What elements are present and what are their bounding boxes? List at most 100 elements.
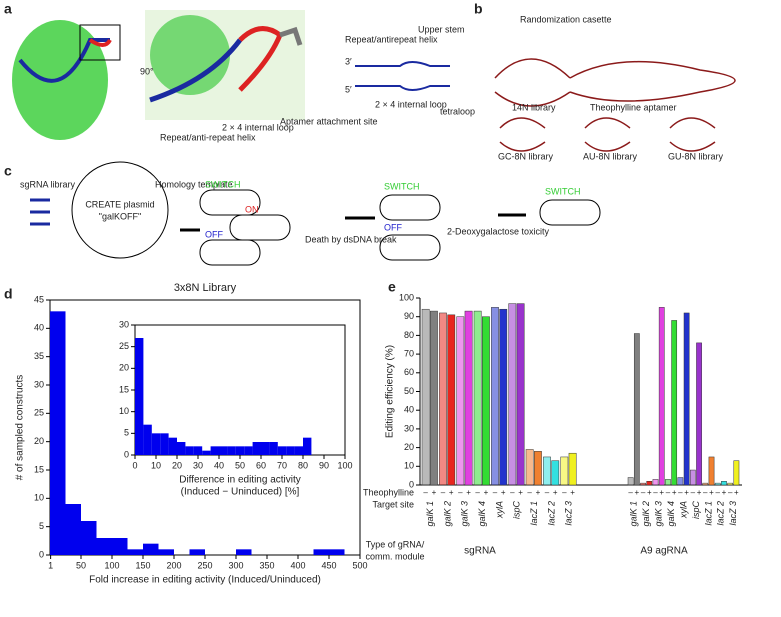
label: SWITCH xyxy=(205,179,241,189)
bar xyxy=(430,310,438,486)
bar xyxy=(294,446,303,455)
bar xyxy=(551,460,560,486)
y-tick-label: 20 xyxy=(404,442,414,452)
target-label: galK 3 xyxy=(653,501,663,527)
bar xyxy=(714,482,721,486)
y-tick-label: 5 xyxy=(124,428,129,438)
theophylline-label: – xyxy=(653,488,658,497)
row-label: comm. module xyxy=(365,551,424,561)
label: 90° xyxy=(140,66,154,76)
label: ON xyxy=(245,204,259,214)
bar xyxy=(189,549,205,555)
bar xyxy=(160,433,169,455)
x-tick-label: 300 xyxy=(228,560,243,570)
theophylline-label: – xyxy=(728,488,733,497)
y-tick-label: 20 xyxy=(34,436,44,446)
label: SWITCH xyxy=(545,186,581,196)
label: 5′ xyxy=(345,84,352,94)
y-axis-title: # of sampled constructs xyxy=(15,375,26,481)
bar xyxy=(491,307,499,486)
label: sgRNA library xyxy=(20,179,76,189)
x-tick-label: 60 xyxy=(256,460,266,470)
arrow xyxy=(180,213,526,232)
cell xyxy=(539,199,601,226)
plot-frame xyxy=(134,324,346,456)
y-tick-label: 20 xyxy=(119,363,129,373)
theophylline-label: + xyxy=(536,488,541,497)
protein xyxy=(150,15,230,95)
theophylline-label: – xyxy=(678,488,683,497)
bar xyxy=(286,446,295,455)
panel-letter: d xyxy=(4,286,13,302)
bar xyxy=(65,504,81,555)
theophylline-label: + xyxy=(553,488,558,497)
label: SWITCH xyxy=(384,181,420,191)
bar xyxy=(177,442,186,455)
target-label: lacZ 3 xyxy=(564,501,574,526)
theophylline-label: – xyxy=(628,488,633,497)
bar xyxy=(560,456,569,486)
y-tick-label: 0 xyxy=(124,449,129,459)
x-tick-label: 450 xyxy=(321,560,336,570)
bar xyxy=(689,469,696,486)
bar xyxy=(135,338,144,455)
row-label: Target site xyxy=(372,499,414,509)
y-tick-label: 10 xyxy=(34,493,44,503)
y-tick-label: 0 xyxy=(409,479,414,489)
label: GC-8N library xyxy=(498,151,554,161)
label: 2 × 4 internal loop xyxy=(222,122,294,132)
label: Theophylline aptamer xyxy=(590,102,677,112)
bar xyxy=(168,437,177,455)
theophylline-label: – xyxy=(666,488,671,497)
label: AU-8N library xyxy=(583,151,638,161)
theophylline-label: – xyxy=(641,488,646,497)
y-tick-label: 10 xyxy=(119,406,129,416)
bar xyxy=(708,456,715,486)
bar xyxy=(313,549,329,555)
rna xyxy=(238,26,284,92)
theophylline-label: – xyxy=(510,488,515,497)
bar xyxy=(447,314,456,486)
bar xyxy=(702,482,709,486)
bar xyxy=(185,446,194,455)
y-tick-label: 35 xyxy=(34,351,44,361)
bar xyxy=(671,320,678,486)
bar xyxy=(677,477,684,486)
bar xyxy=(236,549,252,555)
sgrna xyxy=(30,198,50,226)
chart-title: 3x8N Library xyxy=(174,282,237,294)
rna xyxy=(18,38,110,83)
bar xyxy=(421,308,430,486)
y-tick-label: 90 xyxy=(404,311,414,321)
target-label: galK 4 xyxy=(666,501,676,527)
theophylline-label: + xyxy=(672,488,677,497)
label: Repeat/antirepeat helix xyxy=(345,34,438,44)
target-label: lacZ 1 xyxy=(529,501,539,526)
y-tick-label: 80 xyxy=(404,330,414,340)
bar xyxy=(50,311,66,555)
bar xyxy=(727,482,734,486)
label: tetraloop xyxy=(440,106,475,116)
bar xyxy=(439,312,447,486)
bar xyxy=(627,477,634,486)
theophylline-label: – xyxy=(441,488,446,497)
panel-letter: b xyxy=(474,1,483,17)
x-tick-label: 100 xyxy=(104,560,119,570)
bar xyxy=(235,446,245,455)
bar xyxy=(665,479,671,486)
y-tick-label: 30 xyxy=(34,379,44,389)
group-label: sgRNA xyxy=(464,546,496,557)
target-label: xylA xyxy=(678,501,688,519)
cell xyxy=(199,239,261,266)
bar xyxy=(112,538,128,555)
structure xyxy=(494,58,736,107)
label: 14N library xyxy=(512,102,556,112)
theophylline-label: + xyxy=(659,488,664,497)
y-tick-label: 25 xyxy=(119,341,129,351)
panel-a: 90° Repeat/anti-repeat helix 2 × 4 inter… xyxy=(12,10,475,142)
rna xyxy=(279,26,303,46)
cell xyxy=(379,234,441,261)
x-tick-label: 350 xyxy=(259,560,274,570)
y-axis-title: Editing efficiency (%) xyxy=(385,345,396,438)
